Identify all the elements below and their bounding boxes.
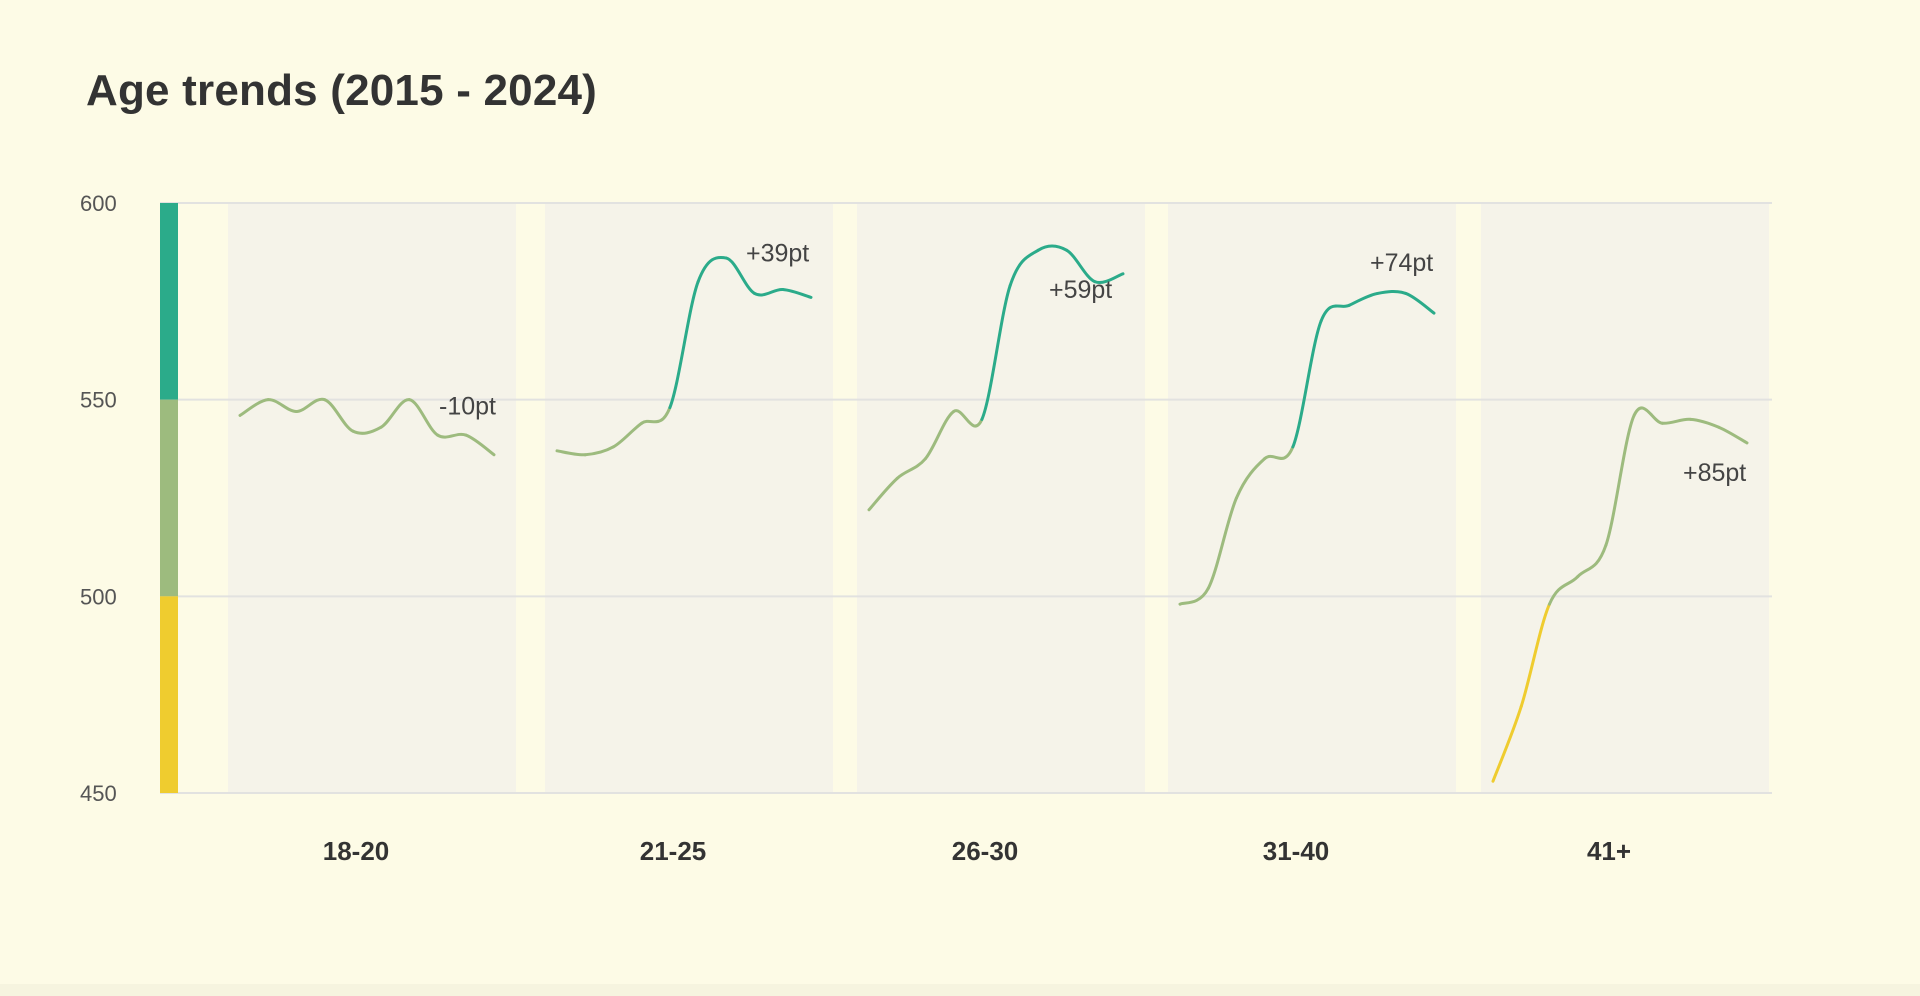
series-line-18-20: [266, 398, 298, 413]
series-line-31-40: [1234, 457, 1267, 500]
series-line-21-25: [555, 449, 587, 457]
series-line-21-25: [724, 256, 757, 295]
series-line-26-30: [1093, 272, 1125, 285]
score-band-500-550: [160, 399, 178, 597]
series-line-31-40: [1319, 303, 1351, 323]
footer-strip: [0, 984, 1920, 996]
series-line-31-40: [1178, 586, 1210, 606]
series-line-18-20: [351, 425, 383, 435]
series-line-21-25: [611, 421, 644, 449]
panel-bg-31-40: [1168, 203, 1456, 793]
series-line-41+: [1717, 425, 1749, 445]
change-label-31-40: +74pt: [1370, 249, 1433, 277]
series-line-18-20: [436, 432, 468, 439]
series-line-31-40: [1347, 291, 1380, 307]
series-line-18-20: [407, 398, 440, 437]
x-category-label: 18-20: [323, 836, 390, 866]
panel-bg-21-25: [545, 203, 833, 793]
series-line-21-25: [696, 255, 728, 284]
x-category-label: 31-40: [1263, 836, 1330, 866]
x-category-label: 26-30: [952, 836, 1019, 866]
series-line-26-30: [867, 476, 899, 512]
series-line-21-25: [781, 288, 813, 299]
change-label-21-25: +39pt: [746, 239, 809, 267]
series-line-31-40: [1376, 290, 1408, 295]
series-line-26-30: [923, 409, 956, 461]
series-line-31-40: [1404, 291, 1436, 315]
series-line-41+: [1632, 406, 1664, 425]
series-line-26-30: [952, 409, 984, 428]
y-tick-label: 550: [80, 388, 117, 413]
series-line-41+: [1604, 413, 1636, 547]
series-line-31-40: [1263, 445, 1295, 461]
y-tick-label: 600: [80, 191, 117, 216]
chart-title: Age trends (2015 - 2024): [86, 66, 598, 115]
series-line-21-25: [640, 406, 672, 425]
change-label-18-20: -10pt: [439, 393, 496, 421]
change-label-41+: +85pt: [1683, 459, 1746, 487]
series-line-41+: [1519, 602, 1551, 708]
series-line-26-30: [980, 284, 1012, 421]
series-line-18-20: [464, 433, 496, 457]
score-band-450-500: [160, 596, 178, 793]
panel-bg-18-20: [228, 203, 516, 793]
series-line-21-25: [583, 445, 615, 457]
y-tick-label: 500: [80, 584, 117, 609]
x-category-label: 21-25: [640, 836, 707, 866]
series-line-18-20: [323, 398, 355, 433]
series-line-41+: [1491, 704, 1523, 783]
series-line-26-30: [1008, 248, 1040, 288]
panel-bg-26-30: [857, 203, 1145, 793]
series-line-18-20: [379, 398, 411, 429]
series-line-41+: [1547, 575, 1580, 606]
series-line-41+: [1689, 417, 1721, 429]
series-line-26-30: [1036, 244, 1069, 252]
series-line-18-20: [238, 398, 270, 417]
series-line-41+: [1660, 417, 1693, 425]
y-tick-label: 450: [80, 781, 117, 806]
x-category-label: 41+: [1587, 836, 1631, 866]
series-line-21-25: [753, 288, 785, 297]
series-line-26-30: [1065, 248, 1097, 284]
series-line-26-30: [895, 457, 927, 480]
series-line-41+: [1576, 543, 1608, 579]
score-band-550-600: [160, 203, 178, 400]
series-line-21-25: [668, 280, 700, 410]
series-line-31-40: [1291, 319, 1323, 449]
series-line-18-20: [294, 397, 327, 413]
panel-bg-41+: [1481, 203, 1769, 793]
series-line-31-40: [1206, 496, 1238, 590]
change-label-26-30: +59pt: [1049, 276, 1112, 304]
